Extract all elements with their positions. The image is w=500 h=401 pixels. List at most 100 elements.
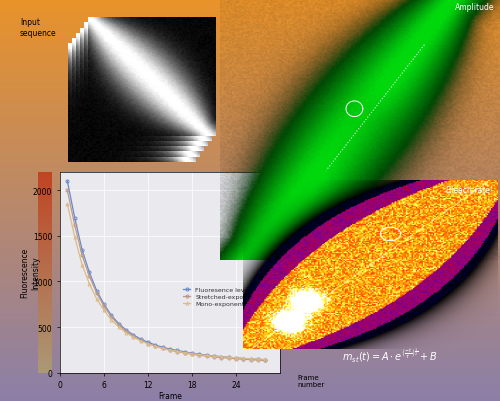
Bar [0,126,500,128]
Bar [38,203,52,205]
Stretched-exponential [79,253,85,258]
Stretched-exponential [167,348,173,353]
Fluoresence level signal [233,356,239,360]
Mono-exponential [64,202,70,207]
Mono-exponential [233,355,239,360]
Bar [0,152,500,154]
Bar [0,114,500,116]
Bar [0,355,500,357]
Mono-exponential [116,325,121,330]
Bar [0,80,500,82]
Bar [0,365,500,367]
Fluoresence level signal [240,356,246,361]
X-axis label: Frame
number: Frame number [155,391,185,401]
Bar [0,132,500,134]
Bar [0,188,500,190]
Bar [0,317,500,319]
Mono-exponential [248,356,254,361]
Bar [38,215,52,217]
Bar [0,377,500,379]
Bar [0,182,500,184]
Bar [38,172,52,174]
Bar [0,321,500,323]
Bar [0,34,500,36]
Bar [0,176,500,178]
Bar [0,196,500,198]
Mono-exponential [130,335,136,340]
Fluoresence level signal [218,354,224,359]
Bar [0,327,500,329]
Fluoresence level signal [86,270,92,275]
Bar [0,52,500,54]
Bar [0,267,500,269]
Bar [0,257,500,259]
Stretched-exponential [108,314,114,319]
Bar [0,373,500,375]
Bar [0,207,500,209]
Bar [0,357,500,359]
Bar [38,303,52,305]
Bar [38,333,52,335]
Bar [38,357,52,359]
Fluoresence level signal [64,179,70,184]
Bar [38,225,52,227]
Bar [0,84,500,86]
Bar [0,241,500,243]
Bar [38,265,52,267]
Bar [0,347,500,349]
Bar [0,277,500,279]
Bar [0,383,500,385]
Fluoresence level signal [116,321,121,326]
Bar [38,317,52,319]
Stretched-exponential [86,274,92,279]
Bar [38,219,52,221]
Bar [0,42,500,44]
Text: Frame
number: Frame number [298,375,325,387]
Bar [0,223,500,225]
Bar [0,194,500,196]
Bar [0,74,500,76]
Bar [0,118,500,120]
Bar [0,253,500,255]
Mono-exponential [123,330,129,335]
Bar [0,349,500,351]
Bar [38,257,52,259]
Bar [38,245,52,247]
Bar [0,381,500,383]
Text: $m_{st}(t) = A \cdot e^{\left(\frac{-t}{\tau}\right)^{\frac{1}{2}}} + B$: $m_{st}(t) = A \cdot e^{\left(\frac{-t}{… [342,346,438,364]
Bar [0,110,500,112]
Bar [0,315,500,317]
Bar [38,327,52,329]
Stretched-exponential [204,354,210,358]
Bar [0,225,500,227]
Bar [0,190,500,192]
Bar [38,287,52,289]
Bar [0,2,500,4]
Bar [38,325,52,327]
Bar [0,239,500,241]
Bar [0,249,500,251]
Bar [38,283,52,285]
Bar [0,62,500,64]
Bar [38,345,52,347]
Bar [0,22,500,24]
Bar [38,200,52,203]
Stretched-exponential [262,358,268,363]
Bar [0,98,500,100]
Bar [38,241,52,243]
Bar [38,227,52,229]
Bar [0,313,500,315]
Legend: Fluoresence level signal, Stretched-exponential, Mono-exponential: Fluoresence level signal, Stretched-expo… [182,286,272,308]
Stretched-exponential [72,223,78,228]
Bar [38,217,52,219]
Text: Input
sequence: Input sequence [20,18,57,38]
Stretched-exponential [138,338,143,343]
Fluoresence level signal [226,355,232,360]
Bar [0,148,500,150]
Bar [0,96,500,98]
Bar [0,211,500,213]
Bar [38,307,52,309]
Bar [38,323,52,325]
Bar [0,243,500,245]
Bar [38,192,52,194]
